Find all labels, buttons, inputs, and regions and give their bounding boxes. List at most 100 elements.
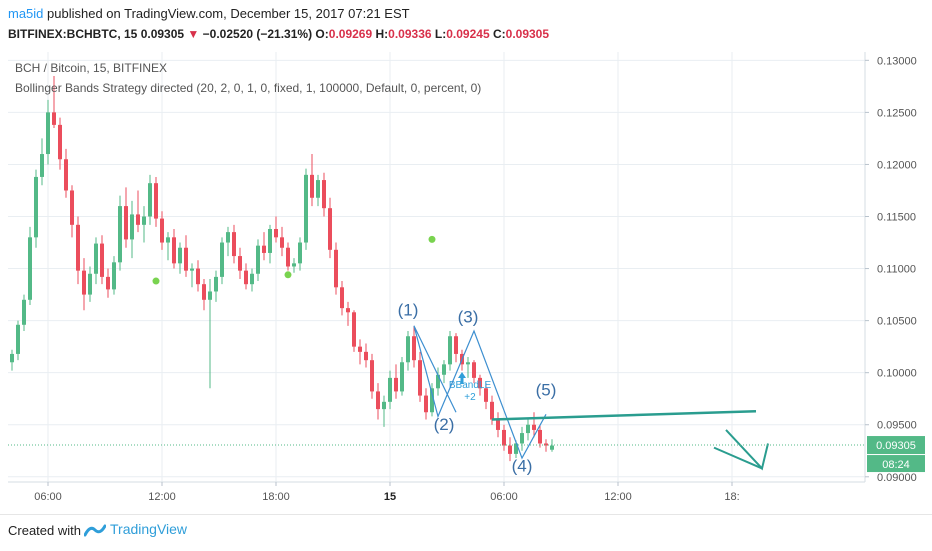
open-value: 0.09269 bbox=[328, 27, 373, 41]
x-tick-label: 18: bbox=[724, 491, 739, 503]
x-tick-label: 12:00 bbox=[148, 491, 176, 503]
price-axis[interactable]: 0.09000 0.09500 0.10000 0.10500 0.11000 0.115… bbox=[865, 55, 925, 484]
legend-title: BCH / Bitcoin, 15, BITFINEX bbox=[15, 61, 167, 75]
candle-body bbox=[436, 374, 440, 389]
candle-body bbox=[454, 336, 458, 354]
candle-body bbox=[406, 336, 410, 363]
tradingview-logo-icon bbox=[84, 524, 106, 537]
x-tick-label: 12:00 bbox=[604, 491, 632, 503]
candle-body bbox=[232, 232, 236, 257]
candle-body bbox=[28, 237, 32, 300]
y-tick-label: 0.12500 bbox=[877, 107, 917, 119]
candle-body bbox=[112, 262, 116, 290]
legend-strategy: Bollinger Bands Strategy directed (20, 2… bbox=[15, 81, 481, 95]
high-label: H: bbox=[375, 27, 389, 41]
y-tick-label: 0.11000 bbox=[877, 264, 916, 276]
candle-body bbox=[382, 401, 386, 410]
candle-body bbox=[292, 263, 296, 267]
wave-label: (1) bbox=[398, 300, 419, 319]
low-value: 0.09245 bbox=[446, 27, 490, 41]
current-price-label: 0.09305 bbox=[876, 440, 916, 452]
entry-qty: +2 bbox=[464, 392, 476, 403]
y-tick-label: 0.10000 bbox=[877, 368, 917, 380]
down-arrow-icon: ▼ bbox=[187, 27, 200, 41]
candle-body bbox=[496, 419, 500, 430]
candle-body bbox=[160, 218, 164, 243]
candle-body bbox=[490, 401, 494, 420]
candle-body bbox=[142, 216, 146, 225]
candle-body bbox=[322, 180, 326, 209]
countdown-badge bbox=[867, 455, 925, 473]
candle-body bbox=[94, 243, 98, 274]
candle-body bbox=[250, 273, 254, 285]
candle-body bbox=[10, 353, 14, 363]
candle-body bbox=[448, 336, 452, 365]
candle-body bbox=[358, 346, 362, 352]
x-tick-label: 15 bbox=[384, 491, 396, 503]
x-tick-label: 06:00 bbox=[490, 491, 518, 503]
wave-label: (2) bbox=[434, 415, 455, 434]
candle-body bbox=[346, 308, 350, 313]
y-tick-label: 0.11500 bbox=[877, 212, 916, 224]
candle-body bbox=[304, 174, 308, 243]
candle-body bbox=[538, 429, 542, 444]
open-label: O: bbox=[315, 27, 329, 41]
entry-label: BBandLE bbox=[449, 380, 492, 391]
candles-group bbox=[10, 75, 554, 462]
price-chart[interactable]: BBandLE+2(1)(2)(3)(4)(5) 0.090000.095000… bbox=[0, 52, 932, 514]
signal-dot bbox=[284, 271, 292, 279]
candle-body bbox=[370, 360, 374, 392]
candle-body bbox=[442, 364, 446, 375]
low-label: L: bbox=[434, 27, 447, 41]
signal-dot bbox=[152, 277, 160, 285]
candle-body bbox=[172, 237, 176, 264]
candle-body bbox=[310, 174, 314, 198]
candle-body bbox=[118, 206, 122, 263]
candle-body bbox=[148, 183, 152, 217]
candle-body bbox=[100, 243, 104, 277]
author-link[interactable]: ma5id bbox=[8, 6, 44, 21]
candle-body bbox=[472, 362, 476, 378]
candle-body bbox=[376, 391, 380, 410]
candle-body bbox=[190, 268, 194, 271]
candle-body bbox=[466, 362, 470, 365]
candle-body bbox=[64, 159, 68, 191]
quote-line: BITFINEX:BCHBTC, 15 0.09305 ▼ −0.02520 (… bbox=[8, 27, 549, 41]
candle-body bbox=[400, 362, 404, 392]
candle-body bbox=[478, 377, 482, 389]
candle-body bbox=[208, 291, 212, 300]
candle-body bbox=[166, 237, 170, 243]
candle-body bbox=[22, 299, 26, 325]
candle-body bbox=[364, 351, 368, 361]
wave-label: (5) bbox=[536, 381, 557, 400]
candle-body bbox=[154, 183, 158, 219]
candle-body bbox=[202, 284, 206, 300]
high-value: 0.09336 bbox=[388, 27, 432, 41]
candle-body bbox=[418, 360, 422, 396]
candle-body bbox=[34, 176, 38, 238]
tradingview-brand[interactable]: TradingView bbox=[84, 521, 187, 537]
candle-body bbox=[388, 377, 392, 402]
candle-body bbox=[178, 247, 182, 264]
candle-body bbox=[544, 443, 548, 446]
y-tick-label: 0.12000 bbox=[877, 159, 917, 171]
candle-body bbox=[136, 214, 140, 225]
candle-body bbox=[184, 247, 188, 271]
y-tick-label: 0.13000 bbox=[877, 55, 917, 67]
signal-dot bbox=[428, 235, 436, 243]
candle-body bbox=[256, 245, 260, 274]
x-tick-label: 06:00 bbox=[34, 491, 62, 503]
candle-body bbox=[550, 445, 554, 450]
x-tick-label: 18:00 bbox=[262, 491, 290, 503]
candle-body bbox=[214, 276, 218, 292]
entry-arrow-icon bbox=[458, 371, 466, 384]
candle-body bbox=[328, 208, 332, 250]
time-axis[interactable]: 06:00 12:00 18:00 15 06:00 12:00 18: bbox=[34, 482, 740, 503]
neckline bbox=[491, 409, 757, 421]
candle-body bbox=[424, 395, 428, 413]
candle-body bbox=[238, 256, 242, 271]
brand-label: TradingView bbox=[110, 521, 188, 537]
candle-body bbox=[76, 224, 80, 271]
candle-body bbox=[226, 232, 230, 243]
publish-line: ma5id published on TradingView.com, Dece… bbox=[8, 6, 410, 21]
